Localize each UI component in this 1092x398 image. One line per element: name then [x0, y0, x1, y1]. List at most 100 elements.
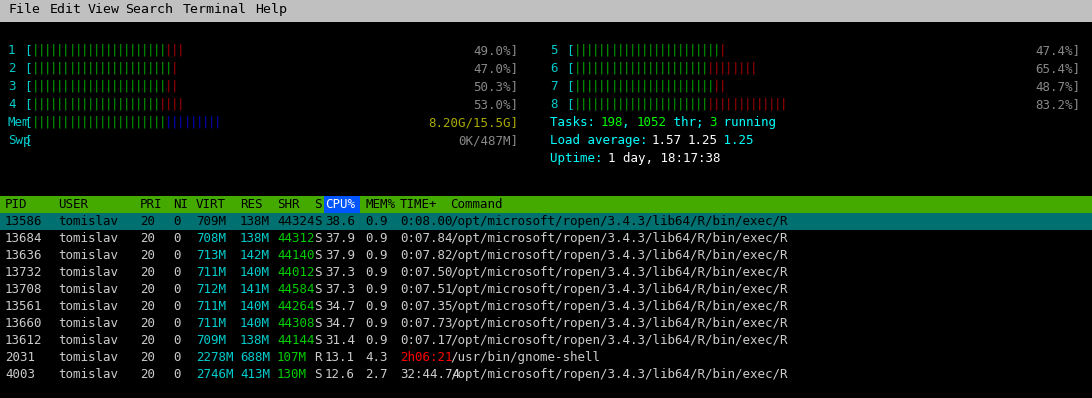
Text: |: | — [122, 62, 130, 75]
Text: |: | — [695, 80, 702, 93]
Text: |: | — [670, 44, 678, 57]
Text: |: | — [69, 44, 75, 57]
Text: |: | — [616, 62, 624, 75]
Text: |: | — [641, 98, 648, 111]
Text: 0:07.84: 0:07.84 — [400, 232, 452, 245]
Text: |: | — [604, 98, 612, 111]
Text: 0: 0 — [173, 351, 180, 364]
Text: |: | — [56, 98, 63, 111]
Text: |: | — [171, 116, 179, 129]
Text: Search: Search — [124, 3, 173, 16]
Text: |: | — [147, 98, 154, 111]
Text: 4003: 4003 — [5, 368, 35, 381]
Text: 37.9: 37.9 — [325, 232, 355, 245]
Text: |: | — [62, 62, 70, 75]
Text: |: | — [93, 80, 100, 93]
Text: |: | — [171, 44, 179, 57]
Text: 44308: 44308 — [277, 317, 314, 330]
Text: |: | — [62, 80, 70, 93]
Text: |: | — [122, 116, 130, 129]
Text: 0:07.50: 0:07.50 — [400, 266, 452, 279]
Text: |: | — [749, 62, 757, 75]
Text: |: | — [141, 98, 149, 111]
Text: |: | — [658, 98, 666, 111]
Text: |: | — [69, 80, 75, 93]
Text: 0.9: 0.9 — [365, 266, 388, 279]
Text: |: | — [610, 44, 618, 57]
Text: 2: 2 — [8, 62, 15, 75]
Text: |: | — [32, 62, 39, 75]
Text: |: | — [622, 44, 630, 57]
Text: |: | — [129, 116, 136, 129]
Text: |: | — [677, 98, 685, 111]
Text: |: | — [159, 80, 167, 93]
Text: 0:07.82: 0:07.82 — [400, 249, 452, 262]
Text: |: | — [141, 62, 149, 75]
Text: |: | — [98, 98, 106, 111]
Text: |: | — [689, 62, 697, 75]
Text: 31.4: 31.4 — [325, 334, 355, 347]
Text: |: | — [62, 98, 70, 111]
Text: |: | — [634, 62, 642, 75]
Text: S: S — [314, 198, 321, 211]
Text: tomislav: tomislav — [58, 334, 118, 347]
Text: 20: 20 — [140, 368, 155, 381]
Text: |: | — [580, 98, 587, 111]
Text: 0.9: 0.9 — [365, 232, 388, 245]
Text: 141M: 141M — [240, 283, 270, 296]
Text: |: | — [708, 80, 714, 93]
Text: |: | — [725, 98, 733, 111]
Text: 709M: 709M — [195, 334, 226, 347]
Text: 0: 0 — [173, 317, 180, 330]
Text: |: | — [646, 44, 654, 57]
Bar — [324, 196, 360, 213]
Text: tomislav: tomislav — [58, 300, 118, 313]
Text: 0: 0 — [173, 232, 180, 245]
Text: |: | — [74, 116, 82, 129]
Text: |: | — [653, 62, 661, 75]
Text: |: | — [592, 80, 600, 93]
Text: |: | — [708, 98, 714, 111]
Text: |: | — [105, 98, 112, 111]
Text: RES: RES — [240, 198, 262, 211]
Text: 13.1: 13.1 — [325, 351, 355, 364]
Text: Terminal: Terminal — [183, 3, 247, 16]
Text: |: | — [38, 116, 46, 129]
Text: |: | — [720, 98, 726, 111]
Text: |: | — [165, 98, 173, 111]
Text: 0:08.00: 0:08.00 — [400, 215, 452, 228]
Text: |: | — [214, 116, 221, 129]
Text: 38.6: 38.6 — [325, 215, 355, 228]
Text: [: [ — [24, 80, 32, 93]
Text: ,: , — [622, 116, 638, 129]
Text: |: | — [134, 98, 142, 111]
Text: 3: 3 — [709, 116, 716, 129]
Text: 50.3%]: 50.3%] — [473, 80, 518, 93]
Text: |: | — [38, 80, 46, 93]
Text: |: | — [56, 80, 63, 93]
Text: [: [ — [24, 62, 32, 75]
Text: |: | — [134, 80, 142, 93]
Text: |: | — [177, 44, 185, 57]
Text: |: | — [86, 116, 94, 129]
Text: S: S — [314, 283, 321, 296]
Text: 8.20G/15.5G]: 8.20G/15.5G] — [428, 116, 518, 129]
Text: PID: PID — [5, 198, 27, 211]
Text: tomislav: tomislav — [58, 351, 118, 364]
Text: tomislav: tomislav — [58, 232, 118, 245]
Text: /opt/microsoft/ropen/3.4.3/lib64/R/bin/exec/R: /opt/microsoft/ropen/3.4.3/lib64/R/bin/e… — [450, 334, 787, 347]
Text: 0.9: 0.9 — [365, 283, 388, 296]
Text: 130M: 130M — [277, 368, 307, 381]
Text: |: | — [629, 62, 636, 75]
Text: |: | — [81, 80, 87, 93]
Text: /opt/microsoft/ropen/3.4.3/lib64/R/bin/exec/R: /opt/microsoft/ropen/3.4.3/lib64/R/bin/e… — [450, 283, 787, 296]
Text: |: | — [98, 62, 106, 75]
Text: |: | — [713, 80, 721, 93]
Text: |: | — [165, 80, 173, 93]
Text: 688M: 688M — [240, 351, 270, 364]
Text: 140M: 140M — [240, 300, 270, 313]
Bar — [0, 196, 1092, 213]
Text: |: | — [74, 62, 82, 75]
Text: 140M: 140M — [240, 266, 270, 279]
Text: |: | — [110, 44, 118, 57]
